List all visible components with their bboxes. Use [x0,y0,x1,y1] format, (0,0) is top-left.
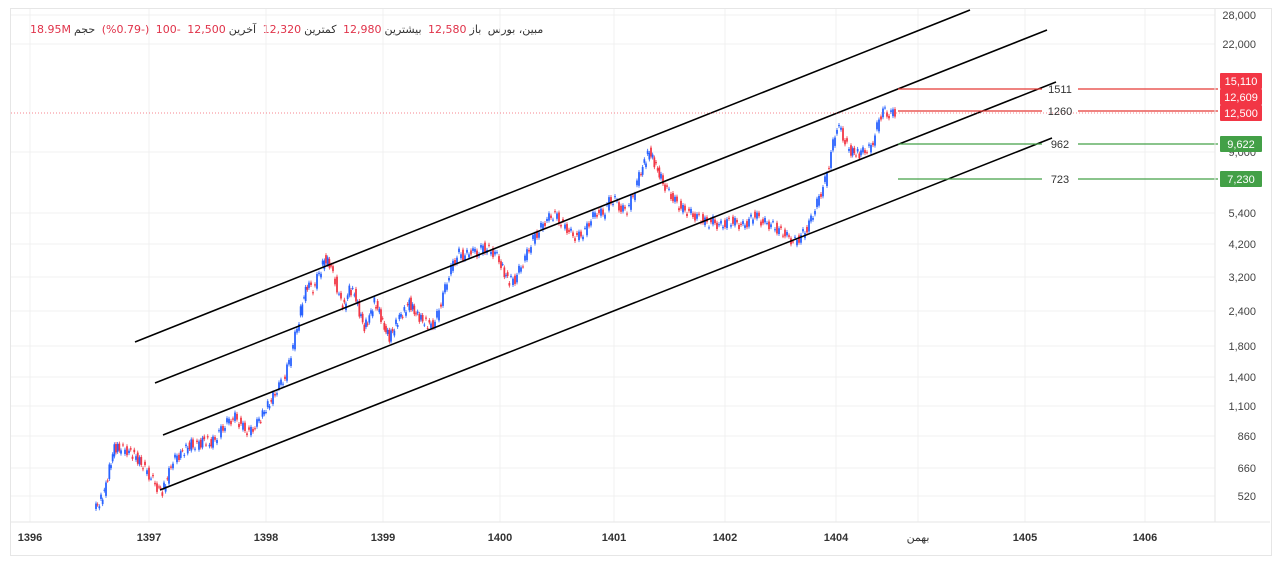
horizontal-levels[interactable]: 1511 1260 962 723 [898,84,1218,186]
level-label: 723 [1051,174,1069,186]
time-tick: 1399 [371,532,395,544]
time-axis[interactable]: 1396 1397 1398 1399 1400 1401 1402 1404 بهمن 1405… [18,532,1157,544]
price-label-text: 9,622 [1227,139,1255,151]
change-value: -100 [155,23,181,36]
price-tick: 1,400 [1228,372,1256,384]
last-value: 12,500 [187,23,226,36]
price-tick: 1,100 [1228,401,1256,413]
channel-trendline[interactable] [159,137,1053,491]
level-label: 1260 [1048,106,1072,118]
price-label-badge [1220,89,1262,105]
level-label: 1511 [1048,84,1072,96]
low-value: 12,320 [262,23,302,36]
time-tick: 1396 [18,532,42,544]
channel-trendline[interactable] [134,9,971,343]
price-labels: 15,110 12,609 12,500 9,622 7,230 [1220,73,1262,187]
price-label-text: 12,609 [1224,92,1258,104]
change-percent: (-0.79%) [101,23,150,36]
level-label: 962 [1051,139,1069,151]
high-label: بیشترین [384,23,422,36]
ohlc-legend: مبین، بورس باز12,580 بیشترین12,980 کمتری… [27,23,543,36]
price-tick: 1,800 [1228,341,1256,353]
time-tick: 1406 [1133,532,1157,544]
time-tick: 1401 [602,532,626,544]
price-label-text: 12,500 [1224,108,1258,120]
candlesticks [95,105,896,511]
price-tick: 520 [1238,491,1256,503]
time-tick: 1397 [137,532,161,544]
time-tick: بهمن [907,532,930,544]
price-label-text: 7,230 [1227,174,1255,186]
volume-label: حجم [73,23,96,36]
low-label: کمترین [304,23,337,36]
price-tick: 660 [1238,463,1256,475]
price-label-badge [1220,105,1262,121]
price-tick: 860 [1238,431,1256,443]
price-label-badge [1220,136,1262,152]
time-tick: 1400 [488,532,512,544]
last-label: آخرین [228,23,257,36]
price-label-badge [1220,73,1262,89]
channel-trendline[interactable] [162,81,1057,436]
time-tick: 1398 [254,532,278,544]
price-label-badge [1220,171,1262,187]
price-tick: 22,000 [1222,39,1256,51]
high-value: 12,980 [343,23,382,36]
volume-value: 18.95M [30,23,71,36]
time-tick: 1405 [1013,532,1037,544]
price-tick: 4,200 [1228,239,1256,251]
time-tick: 1404 [824,532,849,544]
channel-trendline[interactable] [154,29,1048,384]
price-tick: 2,400 [1228,306,1256,318]
price-tick: 28,000 [1222,10,1256,22]
time-tick: 1402 [713,532,737,544]
open-value: 12,580 [428,23,467,36]
symbol-name: مبین، بورس [487,23,544,36]
price-tick: 5,400 [1228,208,1256,220]
open-label: باز [469,23,482,36]
price-axis[interactable]: 28,00022,0009,0005,4004,2003,2002,4001,8… [1222,10,1256,503]
price-tick: 3,200 [1228,272,1256,284]
price-label-text: 15,110 [1225,76,1258,88]
chart-container[interactable]: مبین، بورس باز12,580 بیشترین12,980 کمتری… [10,8,1272,556]
grid-lines [11,9,1215,522]
